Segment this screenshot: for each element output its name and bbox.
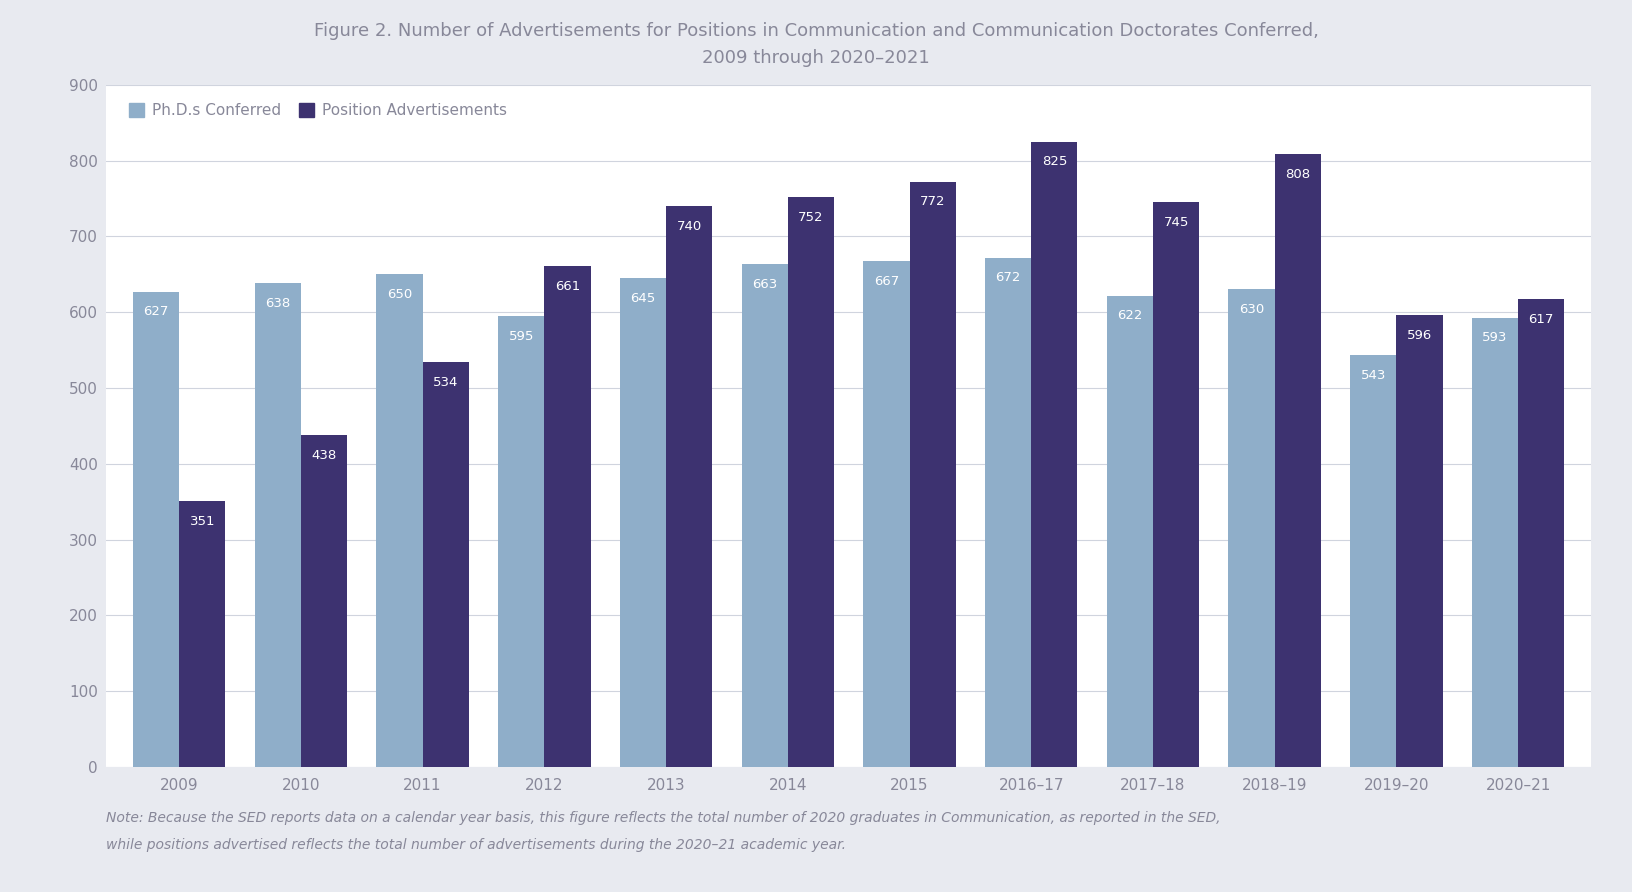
Bar xyxy=(1031,142,1077,767)
Bar xyxy=(986,258,1031,767)
Text: 596: 596 xyxy=(1407,329,1433,342)
Text: Figure 2. Number of Advertisements for Positions in Communication and Communicat: Figure 2. Number of Advertisements for P… xyxy=(313,22,1319,40)
Text: 543: 543 xyxy=(1361,369,1386,382)
Text: 617: 617 xyxy=(1529,313,1554,326)
Text: 622: 622 xyxy=(1118,310,1142,322)
Bar xyxy=(545,266,591,767)
Text: 672: 672 xyxy=(996,271,1020,285)
Text: 808: 808 xyxy=(1286,169,1310,181)
Text: 752: 752 xyxy=(798,211,824,224)
Text: 667: 667 xyxy=(873,275,899,288)
Bar xyxy=(666,206,712,767)
Text: 351: 351 xyxy=(189,515,215,528)
Bar xyxy=(1397,315,1443,767)
Text: 534: 534 xyxy=(432,376,459,389)
Text: 825: 825 xyxy=(1041,155,1067,169)
Bar xyxy=(1106,295,1152,767)
Text: 650: 650 xyxy=(387,288,411,301)
Bar xyxy=(620,278,666,767)
Text: 772: 772 xyxy=(920,195,945,209)
Bar xyxy=(863,261,909,767)
Legend: Ph.D.s Conferred, Position Advertisements: Ph.D.s Conferred, Position Advertisement… xyxy=(121,95,514,126)
Text: 627: 627 xyxy=(144,305,168,318)
Text: 630: 630 xyxy=(1239,303,1265,316)
Bar xyxy=(377,275,423,767)
Bar xyxy=(741,264,788,767)
Bar xyxy=(423,362,468,767)
Text: 638: 638 xyxy=(264,297,290,310)
Bar xyxy=(788,197,834,767)
Text: 595: 595 xyxy=(509,330,534,343)
Bar xyxy=(1152,202,1200,767)
Bar xyxy=(1472,318,1518,767)
Text: while positions advertised reflects the total number of advertisements during th: while positions advertised reflects the … xyxy=(106,838,845,852)
Text: 663: 663 xyxy=(752,278,777,291)
Text: Note: Because the SED reports data on a calendar year basis, this figure reflect: Note: Because the SED reports data on a … xyxy=(106,811,1221,825)
Text: 593: 593 xyxy=(1482,331,1508,344)
Bar xyxy=(1229,289,1275,767)
Bar xyxy=(132,292,180,767)
Bar xyxy=(1350,355,1397,767)
Bar xyxy=(1518,300,1565,767)
Bar xyxy=(255,284,300,767)
Text: 645: 645 xyxy=(630,292,656,305)
Bar xyxy=(180,501,225,767)
Text: 745: 745 xyxy=(1164,216,1188,229)
Bar xyxy=(909,182,956,767)
Bar xyxy=(300,435,348,767)
Text: 661: 661 xyxy=(555,279,579,293)
Text: 2009 through 2020–2021: 2009 through 2020–2021 xyxy=(702,49,930,67)
Text: 740: 740 xyxy=(677,219,702,233)
Bar xyxy=(1275,154,1320,767)
Bar xyxy=(498,316,545,767)
Text: 438: 438 xyxy=(312,449,336,462)
